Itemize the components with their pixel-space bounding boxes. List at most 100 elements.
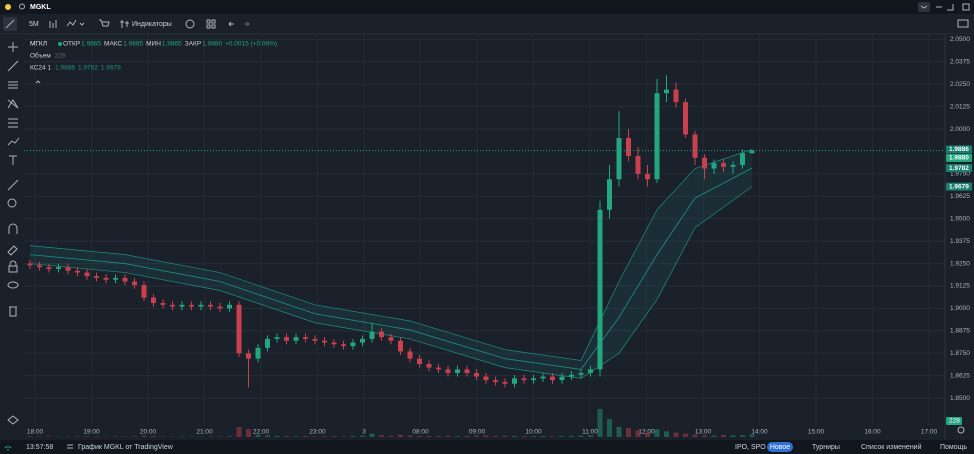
x-tick-label: 3	[362, 429, 366, 436]
candle-body	[483, 376, 489, 381]
screenshot-icon[interactable]	[957, 19, 969, 28]
candle-body	[113, 277, 118, 280]
layout-icon[interactable]	[206, 19, 216, 29]
volume-bar	[502, 435, 508, 437]
x-tick-label: 17:00	[921, 429, 938, 436]
changes-link[interactable]: Список изменений	[861, 443, 922, 451]
candle-body	[597, 209, 603, 370]
lock-drawing-tool[interactable]	[7, 245, 18, 256]
delete-tool[interactable]	[9, 306, 17, 317]
add-icon[interactable]	[185, 19, 195, 29]
volume-bar	[578, 435, 584, 437]
line-tool[interactable]	[7, 60, 19, 72]
candle-body	[151, 297, 156, 304]
y-tick-label: 1.9000	[950, 305, 970, 312]
candle-body	[493, 380, 498, 382]
help-link[interactable]: Помощь	[940, 444, 967, 451]
search-icon[interactable]	[19, 3, 25, 10]
price-tag	[946, 154, 972, 163]
cart-icon[interactable]	[99, 19, 110, 27]
volume-bar	[721, 434, 726, 437]
volume-bar	[540, 435, 546, 437]
volume-bar	[645, 432, 650, 437]
candle-body	[293, 337, 299, 341]
chart-type-icon[interactable]	[49, 20, 57, 28]
candle-body	[84, 272, 90, 277]
fib-tool[interactable]	[8, 81, 18, 89]
volume-bar	[740, 435, 745, 437]
volume-bar	[236, 426, 242, 437]
band-upper	[29, 149, 753, 361]
indicators-icon[interactable]	[120, 20, 129, 28]
forecast-tool[interactable]	[8, 118, 18, 128]
x-tick-label: 22:00	[253, 429, 270, 436]
candle-body	[65, 267, 71, 271]
compare-icon[interactable]	[66, 19, 77, 27]
brush-tool[interactable]	[7, 137, 20, 146]
ruler-tool[interactable]	[7, 179, 19, 191]
candle-body	[702, 157, 707, 169]
volume-bar	[531, 436, 536, 437]
object-tree[interactable]	[7, 415, 19, 425]
interval[interactable]: 5M	[29, 21, 39, 28]
x-tick-label: 10:00	[525, 429, 542, 436]
magnet-tool[interactable]	[8, 223, 18, 234]
candle-body	[379, 331, 384, 338]
volume-bar	[749, 434, 755, 437]
x-tick-label: 21:00	[196, 429, 213, 436]
source[interactable]: График MGKL от TradingView	[78, 444, 174, 451]
price-tag-label: 1.9886	[949, 146, 969, 153]
pencil-icon	[5, 19, 15, 29]
legend-text: +0.0015 (+0.08%)	[225, 41, 277, 48]
lock-tool[interactable]	[8, 260, 18, 273]
candle-body	[445, 369, 451, 373]
tournaments-link[interactable]: Турниры	[812, 444, 840, 451]
legend-text: МГКЛ	[30, 41, 47, 48]
x-tick-label: 20:00	[140, 429, 157, 436]
candle-body	[103, 277, 109, 280]
y-tick-label: 1.9500	[950, 215, 970, 222]
volume-bar	[265, 435, 270, 437]
volume-bar	[569, 435, 574, 437]
candle-body	[208, 304, 213, 307]
candle-body	[683, 102, 688, 135]
badge-text: Новое	[770, 444, 790, 451]
volume-tag	[946, 417, 962, 425]
volume-bar	[730, 435, 736, 437]
legend-text: 1.9865	[81, 41, 101, 48]
window-controls[interactable]	[936, 3, 970, 11]
dropdown-icon[interactable]	[79, 22, 85, 26]
volume-bar	[388, 435, 394, 437]
symbol-search[interactable]: MGKL	[30, 4, 51, 11]
volume-bar	[683, 433, 688, 437]
x-tick-label: 15:00	[808, 429, 825, 436]
settings-icon[interactable]	[957, 426, 965, 434]
crosshair-tool[interactable]	[8, 42, 18, 52]
visibility-tool[interactable]	[7, 281, 19, 289]
zoom-tool[interactable]	[7, 198, 17, 208]
redo-icon[interactable]	[244, 21, 250, 27]
volume-bar	[436, 436, 441, 437]
candle-body	[236, 304, 242, 354]
candle-body	[398, 340, 403, 352]
band-middle	[29, 167, 753, 370]
menu-button[interactable]	[918, 2, 930, 12]
volume-bar	[398, 434, 403, 437]
status-dot	[58, 42, 62, 46]
volume-bar	[455, 436, 460, 437]
grid	[24, 34, 945, 425]
volume-bar	[521, 436, 527, 437]
indicators-button[interactable]: Индикаторы	[132, 21, 172, 28]
pattern-tool[interactable]	[7, 99, 19, 109]
volume-bar	[474, 435, 479, 437]
undo-icon[interactable]	[228, 21, 234, 27]
volume-bar	[711, 435, 717, 437]
candle-body	[540, 376, 546, 379]
text-tool[interactable]	[9, 155, 17, 165]
volume-bar	[692, 434, 698, 437]
ipo-link[interactable]: IPO, SPO	[735, 444, 766, 451]
candle-body	[721, 163, 726, 167]
volume-bar	[303, 435, 308, 437]
candle-body	[217, 306, 223, 309]
